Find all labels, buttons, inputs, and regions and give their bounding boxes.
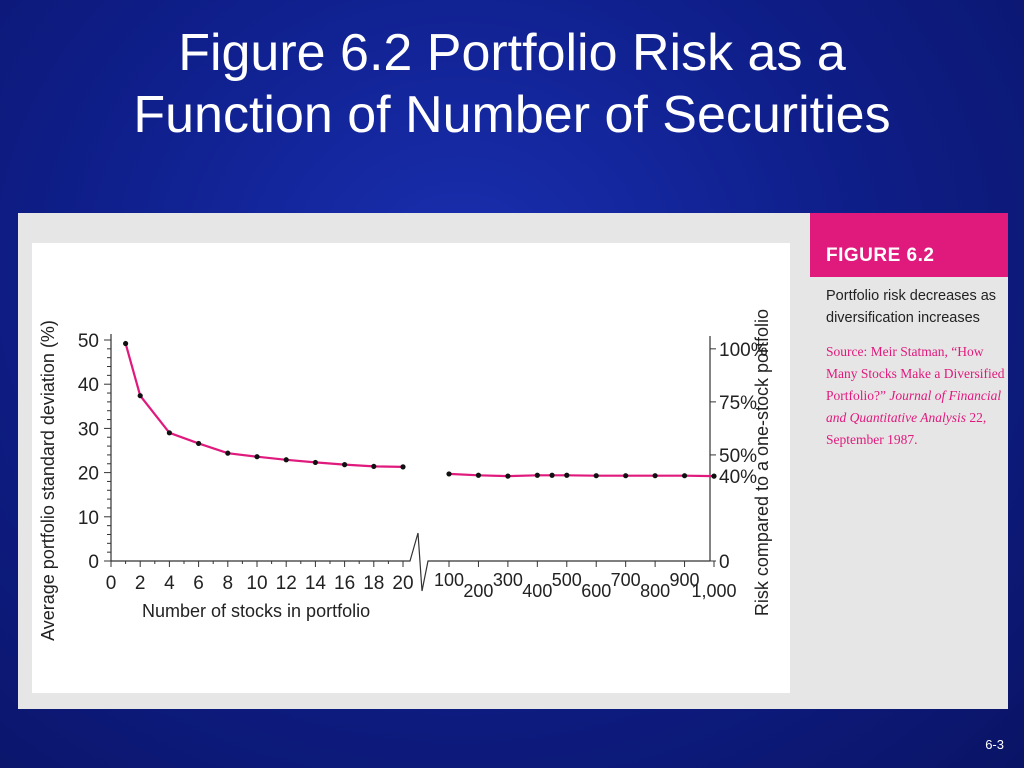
x-tick-label-right: 600 [581, 581, 611, 601]
right-y-tick-label: 0 [719, 552, 730, 573]
x-tick-label-right: 900 [670, 570, 700, 590]
right-y-axis-label: Risk compared to a one-stock portfolio [752, 309, 772, 616]
x-tick-label-right: 700 [611, 570, 641, 590]
right-y-tick-label: 50% [719, 446, 757, 467]
chart-area: 0 10 20 30 40 50 0 40% 50% 75% 100% 0 2 4 6 8 10 12 14 16 18… [32, 243, 790, 693]
x-tick-label-left: 0 [106, 573, 117, 594]
x-tick-label-right: 800 [640, 581, 670, 601]
left-y-tick-label: 30 [78, 419, 99, 440]
figure-source: Source: Meir Statman, “How Many Stocks M… [826, 341, 1006, 451]
data-point-left [196, 440, 202, 447]
data-point-right [534, 472, 540, 478]
x-tick-label-left: 10 [246, 573, 267, 594]
x-tick-label-left: 6 [193, 573, 204, 594]
x-tick-label-left: 8 [223, 573, 234, 594]
data-point-left [283, 457, 289, 463]
x-tick-label-left: 2 [135, 573, 146, 594]
x-tick-label-right: 200 [463, 581, 493, 601]
data-point-right [475, 472, 482, 478]
right-y-tick-label: 75% [719, 393, 757, 414]
figure-panel: 0 10 20 30 40 50 0 40% 50% 75% 100% 0 2 4 6 8 10 12 14 16 18… [18, 213, 1008, 709]
data-point-left [342, 462, 348, 468]
data-point-left [371, 463, 377, 470]
left-y-tick-label: 20 [78, 464, 99, 485]
x-tick-label-left: 12 [276, 573, 297, 594]
data-point-left [254, 454, 260, 460]
x-tick-label-right: 1,000 [691, 581, 736, 601]
series-line-left [124, 343, 404, 468]
left-y-tick-label: 10 [78, 508, 99, 529]
data-point-left [225, 450, 231, 456]
series-line-right [448, 472, 715, 478]
source-prefix: Source: Meir Statman, “How Many Stocks M… [826, 344, 1005, 403]
data-point-left [400, 464, 406, 470]
data-point-right [652, 473, 658, 479]
x-tick-label-left: 14 [305, 573, 327, 594]
slide-title: Figure 6.2 Portfolio Risk as a Function … [0, 22, 1024, 146]
data-point-right [549, 472, 555, 478]
slide-number: 6-3 [985, 737, 1004, 752]
x-tick-label-left: 4 [164, 573, 175, 594]
data-point-left [312, 459, 318, 466]
figure-label-box: FIGURE 6.2 [810, 213, 1008, 277]
x-tick-label-left: 16 [334, 573, 355, 594]
data-point-left [137, 393, 143, 399]
left-y-axis-label: Average portfolio standard deviation (%) [38, 320, 58, 641]
x-axis-label: Number of stocks in portfolio [142, 601, 370, 621]
data-point-right [564, 472, 570, 478]
slide-title-line-2: Function of Number of Securities [133, 86, 891, 144]
left-y-tick-label: 0 [88, 552, 99, 573]
x-tick-label-right: 500 [552, 570, 582, 590]
data-point-left [123, 340, 129, 347]
figure-label: FIGURE 6.2 [826, 245, 935, 266]
data-point-right [505, 473, 511, 479]
x-tick-label-right: 400 [522, 581, 552, 601]
data-point-right [711, 473, 717, 479]
source-journal: Journal of Financial and Quantitative An… [826, 388, 1002, 425]
axis-break [403, 532, 449, 592]
data-point-right [681, 473, 688, 479]
data-point-right [593, 473, 599, 479]
left-y-tick-label: 50 [78, 331, 99, 352]
x-tick-label-right: 100 [434, 570, 464, 590]
data-point-left [166, 430, 172, 436]
left-y-tick-label: 40 [78, 375, 99, 396]
source-suffix: 22, September 1987. [826, 410, 987, 447]
x-tick-label-right: 300 [493, 570, 523, 590]
figure-description: Portfolio risk decreases as diversificat… [826, 288, 997, 326]
data-point-right [623, 473, 629, 479]
right-y-tick-label: 40% [719, 467, 757, 488]
right-y-tick-label: 100% [719, 340, 768, 361]
slide-title-line-1: Figure 6.2 Portfolio Risk as a [178, 24, 846, 82]
data-point-right [446, 471, 452, 477]
x-tick-label-left: 20 [392, 573, 413, 594]
x-tick-label-left: 18 [363, 573, 384, 594]
